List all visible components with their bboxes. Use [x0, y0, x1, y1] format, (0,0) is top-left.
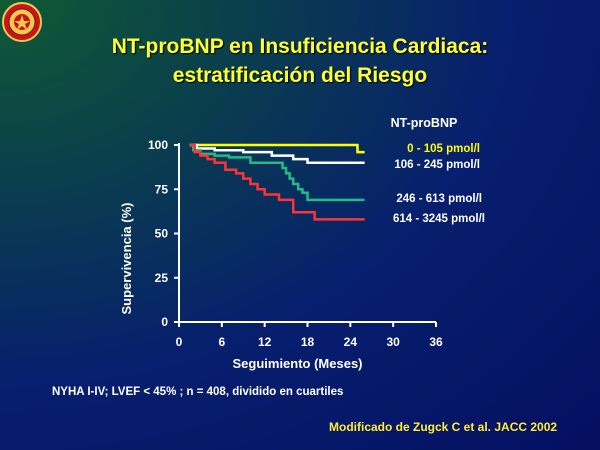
survival-curve-3 [189, 143, 365, 202]
series-label-3: 246 - 613 pmol/l [396, 193, 482, 205]
survival-curve-1 [189, 143, 365, 154]
y-tick-label: 100 [148, 138, 168, 152]
survival-curves [189, 143, 365, 221]
slide-title-line2: estratificación del Riesgo [172, 64, 428, 87]
survival-curve-2 [189, 143, 365, 164]
chart-legend: NT-proBNP 0 - 105 pmol/l 106 - 245 pmol/l 2… [391, 116, 485, 225]
y-tick-label: 25 [155, 271, 169, 285]
x-tick-label: 36 [429, 335, 443, 349]
y-tick-label: 75 [155, 182, 169, 196]
slide-title-line1: NT-proBNP en Insuficiencia Cardiaca: [111, 35, 489, 58]
x-tick-label: 12 [258, 335, 272, 349]
x-tick-label: 24 [344, 335, 358, 349]
x-axis-label: Seguimiento (Meses) [232, 356, 362, 371]
study-footnote: NYHA I-IV; LVEF < 45% ; n = 408, dividid… [52, 386, 344, 398]
series-label-4: 614 - 3245 pmol/l [393, 213, 485, 225]
chart-axes: 0 25 50 75 100 0 6 12 18 24 30 36 Seguimiento (Meses… [119, 138, 443, 371]
x-tick-label: 6 [218, 335, 225, 349]
survival-curve-4 [189, 143, 365, 221]
x-tick-label: 0 [176, 335, 183, 349]
series-label-1: 0 - 105 pmol/l [407, 143, 480, 155]
y-tick-label: 50 [155, 227, 169, 241]
y-tick-label: 0 [161, 315, 168, 329]
x-tick-label: 18 [301, 335, 315, 349]
series-label-2: 106 - 245 pmol/l [394, 159, 480, 171]
x-tick-label: 30 [386, 335, 400, 349]
university-seal-logo [2, 2, 42, 42]
source-citation: Modificado de Zugck C et al. JACC 2002 [329, 420, 558, 434]
y-axis-label: Supervivencia (%) [119, 203, 134, 315]
legend-title: NT-proBNP [391, 116, 458, 130]
